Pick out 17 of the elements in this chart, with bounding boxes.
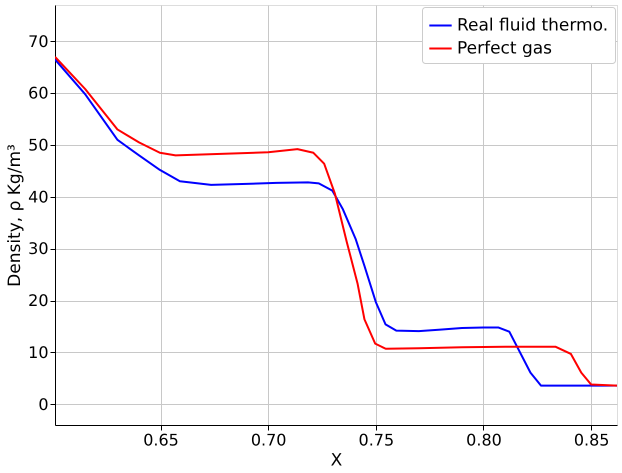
y-tick-label: 60 [28,84,48,103]
x-tick-label: 0.75 [358,430,394,450]
x-tick-label: 0.65 [143,430,179,450]
x-axis-title: X [330,450,343,470]
legend-label: Real fluid thermo. [457,16,608,36]
x-tick-label: 0.80 [466,430,502,450]
x-tick-label: 0.85 [574,430,610,450]
legend-label: Perfect gas [457,38,552,58]
y-tick-label: 30 [28,239,48,258]
y-axis-title: Density, ρ Kg/m³ [5,144,26,287]
y-tick-label: 0 [38,394,48,414]
y-tick-label: 40 [28,187,48,206]
x-tick-label: 0.70 [250,430,286,450]
y-tick-label: 10 [28,342,48,362]
y-tick-label: 70 [28,32,48,51]
y-tick-label: 20 [28,291,48,310]
y-tick-label: 50 [28,136,48,154]
